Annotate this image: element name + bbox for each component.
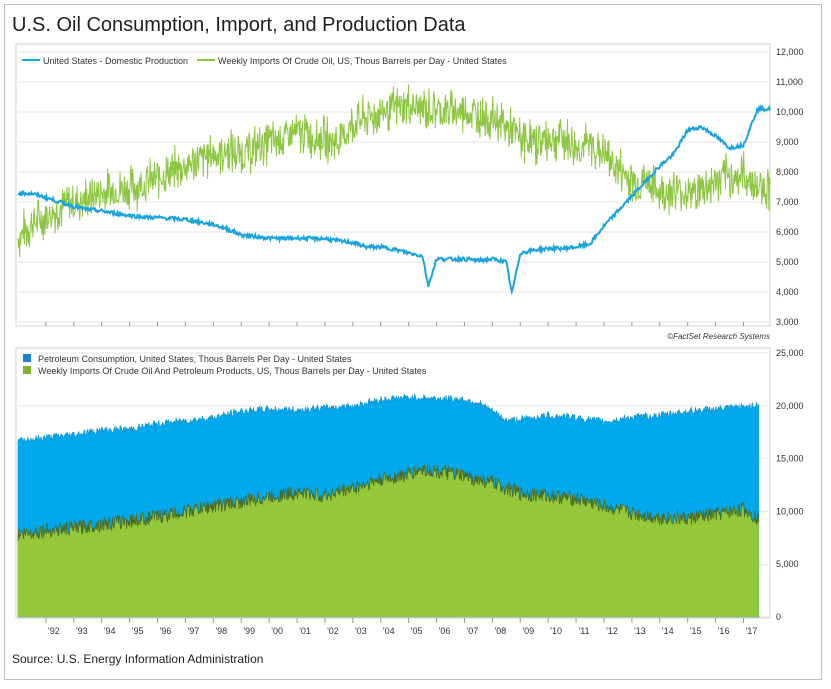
bottom-y-axis: 25,000 20,000 15,000 10,000 5,000 0 — [776, 348, 804, 622]
top-y-axis: 12,000 11,000 10,000 9,000 8,000 7,000 6,000 5,… — [776, 47, 804, 327]
bottom-legend: Petroleum Consumption, United States, Th… — [23, 354, 427, 376]
x-tick-label: '13 — [634, 626, 646, 636]
x-tick-label: '98 — [215, 626, 227, 636]
top-y-tick-label: 7,000 — [776, 197, 799, 207]
domestic-production-line — [17, 103, 771, 296]
chart-title: U.S. Oil Consumption, Import, and Produc… — [12, 14, 466, 36]
top-y-tick-label: 8,000 — [776, 167, 799, 177]
x-tick-label: '08 — [494, 626, 506, 636]
x-tick-label: '05 — [411, 626, 423, 636]
x-tick-label: '09 — [522, 626, 534, 636]
top-y-tick-label: 6,000 — [776, 227, 799, 237]
x-tick-label: '94 — [104, 626, 116, 636]
x-tick-label: '93 — [76, 626, 88, 636]
legend-label-production: United States - Domestic Production — [43, 56, 188, 66]
crude-imports-line — [17, 84, 771, 258]
legend-label-consumption: Petroleum Consumption, United States, Th… — [38, 354, 352, 364]
top-y-tick-label: 5,000 — [776, 257, 799, 267]
x-tick-label: '15 — [690, 626, 702, 636]
x-tick-label: '03 — [355, 626, 367, 636]
x-tick-label: '01 — [299, 626, 311, 636]
top-plot-area — [17, 84, 771, 296]
x-tick-label: '99 — [243, 626, 255, 636]
total-imports-area — [18, 463, 759, 617]
legend-label-crude-imports: Weekly Imports Of Crude Oil, US, Thous B… — [218, 56, 507, 66]
bottom-panel-border — [15, 347, 771, 619]
legend-swatch-consumption — [23, 354, 31, 362]
x-tick-label: '16 — [718, 626, 730, 636]
bottom-y-tick-label: 10,000 — [776, 506, 804, 516]
top-panel-border — [15, 43, 771, 327]
x-tick-label: '00 — [271, 626, 283, 636]
bottom-y-tick-label: 25,000 — [776, 348, 804, 358]
bottom-y-tick-label: 20,000 — [776, 401, 804, 411]
top-y-tick-label: 12,000 — [776, 47, 804, 57]
x-tick-label: '95 — [132, 626, 144, 636]
bottom-y-tick-label: 5,000 — [776, 559, 799, 569]
x-tick-label: '97 — [188, 626, 200, 636]
bottom-plot-area — [17, 392, 760, 618]
x-tick-label: '12 — [606, 626, 618, 636]
x-tick-label: '02 — [327, 626, 339, 636]
bottom-y-tick-label: 15,000 — [776, 454, 804, 464]
x-tick-label: '11 — [579, 626, 590, 636]
x-tick-label: '06 — [439, 626, 451, 636]
x-tick-label: '07 — [467, 626, 479, 636]
legend-swatch-total-imports — [23, 366, 31, 374]
x-axis: '92 '93 '94 '95 '96 '97 '98 '99 '00 '01 '02 '03 '04 '… — [45, 322, 758, 636]
top-y-tick-label: 9,000 — [776, 137, 799, 147]
x-tick-label: '17 — [746, 626, 758, 636]
x-tick-label: '92 — [48, 626, 60, 636]
legend-label-total-imports: Weekly Imports Of Crude Oil And Petroleu… — [38, 366, 427, 376]
top-y-tick-label: 10,000 — [776, 107, 804, 117]
bottom-y-tick-label: 0 — [776, 612, 781, 622]
total-imports-edge — [17, 463, 760, 542]
x-tick-label: '10 — [550, 626, 562, 636]
x-tick-label: '96 — [160, 626, 172, 636]
x-tick-label: '14 — [662, 626, 674, 636]
top-y-tick-label: 11,000 — [776, 77, 803, 87]
top-legend: United States - Domestic Production Week… — [22, 56, 507, 66]
x-tick-label: '04 — [383, 626, 395, 636]
top-y-tick-label: 4,000 — [776, 287, 799, 297]
top-y-tick-label: 3,000 — [776, 317, 799, 327]
credit-text: ©FactSet Research Systems — [667, 332, 770, 341]
source-note: Source: U.S. Energy Information Administ… — [12, 652, 264, 666]
